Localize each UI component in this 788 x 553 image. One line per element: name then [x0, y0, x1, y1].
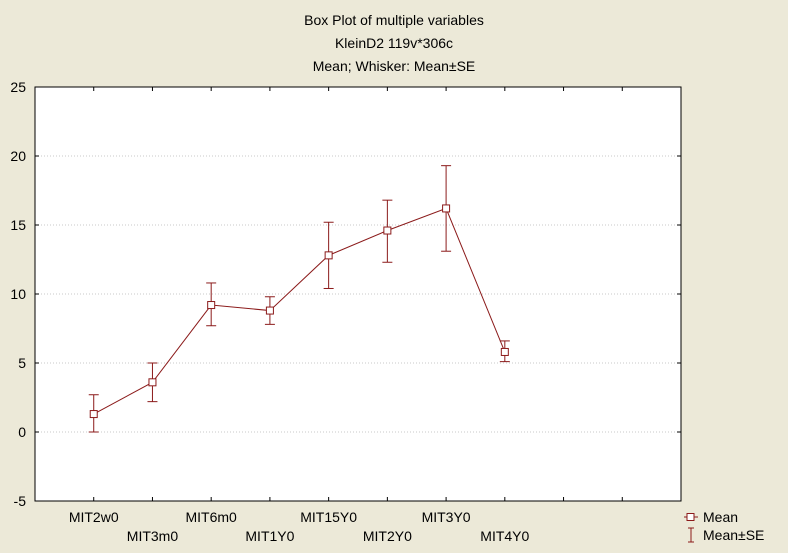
chart-title: Box Plot of multiple variables — [304, 12, 484, 28]
legend-item-mean: Mean — [684, 509, 738, 525]
x-tick-label: MIT2w0 — [69, 509, 119, 525]
mean-point — [148, 378, 157, 387]
legend-label-mean: Mean — [703, 509, 738, 525]
series-mean — [88, 165, 510, 433]
mean-point — [207, 301, 216, 310]
legend-item-mean-se: Mean±SE — [688, 527, 764, 543]
mean-point — [324, 251, 333, 260]
x-tick-label: MIT6m0 — [186, 509, 238, 525]
x-tick-label: MIT3m0 — [127, 528, 179, 544]
y-tick-label: 20 — [10, 148, 26, 164]
y-tick-label: 15 — [10, 217, 26, 233]
mean-point — [89, 410, 98, 419]
plot-area — [34, 86, 682, 502]
chart-subtitle-line-2: Mean; Whisker: Mean±SE — [313, 58, 476, 74]
chart-titles: Box Plot of multiple variables KleinD2 1… — [304, 12, 484, 74]
legend-label-mean-se: Mean±SE — [703, 527, 764, 543]
y-tick-label: -5 — [14, 493, 27, 509]
y-tick-label: 25 — [10, 79, 26, 95]
mean-point — [442, 204, 451, 213]
y-tick-label: 0 — [18, 424, 26, 440]
y-axis: -5 0 5 10 15 20 25 — [10, 79, 681, 509]
x-axis: MIT2w0 MIT3m0 MIT6m0 MIT1Y0 MIT15Y0 MIT2Y0 MIT… — [69, 87, 623, 544]
y-tick-label: 10 — [10, 286, 26, 302]
mean-point — [500, 347, 509, 356]
x-tick-label: MIT4Y0 — [480, 528, 529, 544]
legend-mean-marker-icon — [686, 513, 695, 521]
x-tick-label: MIT2Y0 — [363, 528, 412, 544]
legend: Mean Mean±SE — [684, 509, 764, 543]
chart-subtitle-line-1: KleinD2 119v*306c — [335, 35, 453, 51]
x-tick-label: MIT3Y0 — [422, 509, 471, 525]
mean-line — [93, 207, 506, 415]
mean-point — [265, 306, 274, 315]
y-tick-label: 5 — [18, 355, 26, 371]
x-tick-label: MIT15Y0 — [300, 509, 357, 525]
x-tick-label: MIT1Y0 — [245, 528, 294, 544]
mean-point — [383, 226, 392, 235]
